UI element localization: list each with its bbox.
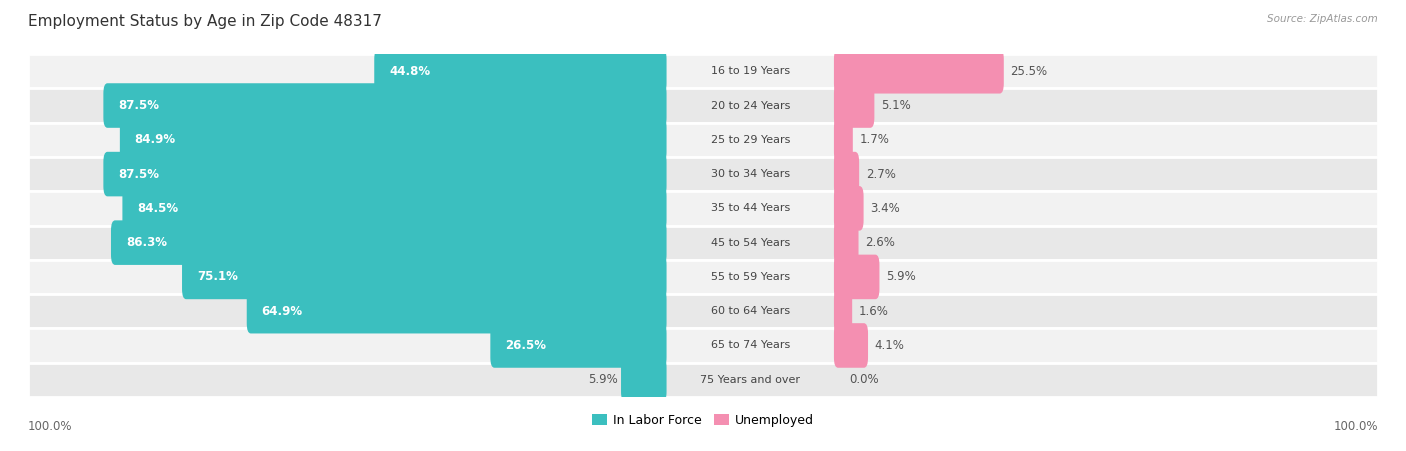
- Text: 5.9%: 5.9%: [589, 373, 619, 386]
- Text: 75.1%: 75.1%: [197, 271, 238, 283]
- Bar: [28, 157, 1378, 191]
- Text: 25.5%: 25.5%: [1011, 65, 1047, 78]
- FancyBboxPatch shape: [104, 83, 666, 128]
- Text: 100.0%: 100.0%: [28, 420, 73, 433]
- Bar: [28, 260, 1378, 294]
- FancyBboxPatch shape: [834, 83, 875, 128]
- Text: 20 to 24 Years: 20 to 24 Years: [710, 101, 790, 110]
- Text: Source: ZipAtlas.com: Source: ZipAtlas.com: [1267, 14, 1378, 23]
- Text: 64.9%: 64.9%: [262, 305, 302, 318]
- Text: 5.9%: 5.9%: [886, 271, 915, 283]
- FancyBboxPatch shape: [834, 289, 852, 333]
- Text: 1.6%: 1.6%: [859, 305, 889, 318]
- FancyBboxPatch shape: [621, 358, 666, 402]
- FancyBboxPatch shape: [834, 323, 868, 368]
- Text: 87.5%: 87.5%: [118, 99, 159, 112]
- Text: 25 to 29 Years: 25 to 29 Years: [710, 135, 790, 145]
- Text: 26.5%: 26.5%: [505, 339, 546, 352]
- Text: 30 to 34 Years: 30 to 34 Years: [710, 169, 790, 179]
- Text: 86.3%: 86.3%: [125, 236, 167, 249]
- Text: 1.7%: 1.7%: [859, 133, 890, 146]
- FancyBboxPatch shape: [834, 49, 1004, 93]
- Bar: [28, 123, 1378, 157]
- Text: 5.1%: 5.1%: [882, 99, 911, 112]
- FancyBboxPatch shape: [120, 118, 666, 162]
- Bar: [28, 363, 1378, 397]
- Text: 0.0%: 0.0%: [849, 373, 879, 386]
- Text: Employment Status by Age in Zip Code 48317: Employment Status by Age in Zip Code 483…: [28, 14, 382, 28]
- Text: 4.1%: 4.1%: [875, 339, 904, 352]
- Text: 55 to 59 Years: 55 to 59 Years: [710, 272, 790, 282]
- Text: 84.9%: 84.9%: [135, 133, 176, 146]
- Bar: [28, 88, 1378, 123]
- FancyBboxPatch shape: [111, 221, 666, 265]
- Text: 84.5%: 84.5%: [138, 202, 179, 215]
- Bar: [28, 294, 1378, 328]
- Legend: In Labor Force, Unemployed: In Labor Force, Unemployed: [586, 409, 820, 432]
- Text: 45 to 54 Years: 45 to 54 Years: [710, 238, 790, 248]
- FancyBboxPatch shape: [246, 289, 666, 333]
- Bar: [28, 191, 1378, 226]
- Bar: [28, 226, 1378, 260]
- FancyBboxPatch shape: [834, 118, 853, 162]
- FancyBboxPatch shape: [181, 255, 666, 299]
- Text: 3.4%: 3.4%: [870, 202, 900, 215]
- FancyBboxPatch shape: [834, 255, 880, 299]
- FancyBboxPatch shape: [834, 152, 859, 196]
- FancyBboxPatch shape: [491, 323, 666, 368]
- Text: 65 to 74 Years: 65 to 74 Years: [710, 341, 790, 350]
- Text: 2.6%: 2.6%: [865, 236, 896, 249]
- Text: 16 to 19 Years: 16 to 19 Years: [710, 66, 790, 76]
- Text: 87.5%: 87.5%: [118, 168, 159, 180]
- FancyBboxPatch shape: [374, 49, 666, 93]
- Text: 44.8%: 44.8%: [389, 65, 430, 78]
- Text: 100.0%: 100.0%: [1333, 420, 1378, 433]
- FancyBboxPatch shape: [122, 186, 666, 230]
- Text: 60 to 64 Years: 60 to 64 Years: [710, 306, 790, 316]
- FancyBboxPatch shape: [834, 186, 863, 230]
- Bar: [28, 328, 1378, 363]
- Text: 75 Years and over: 75 Years and over: [700, 375, 800, 385]
- FancyBboxPatch shape: [104, 152, 666, 196]
- Bar: [28, 54, 1378, 88]
- Text: 2.7%: 2.7%: [866, 168, 896, 180]
- Text: 35 to 44 Years: 35 to 44 Years: [710, 203, 790, 213]
- FancyBboxPatch shape: [834, 221, 859, 265]
